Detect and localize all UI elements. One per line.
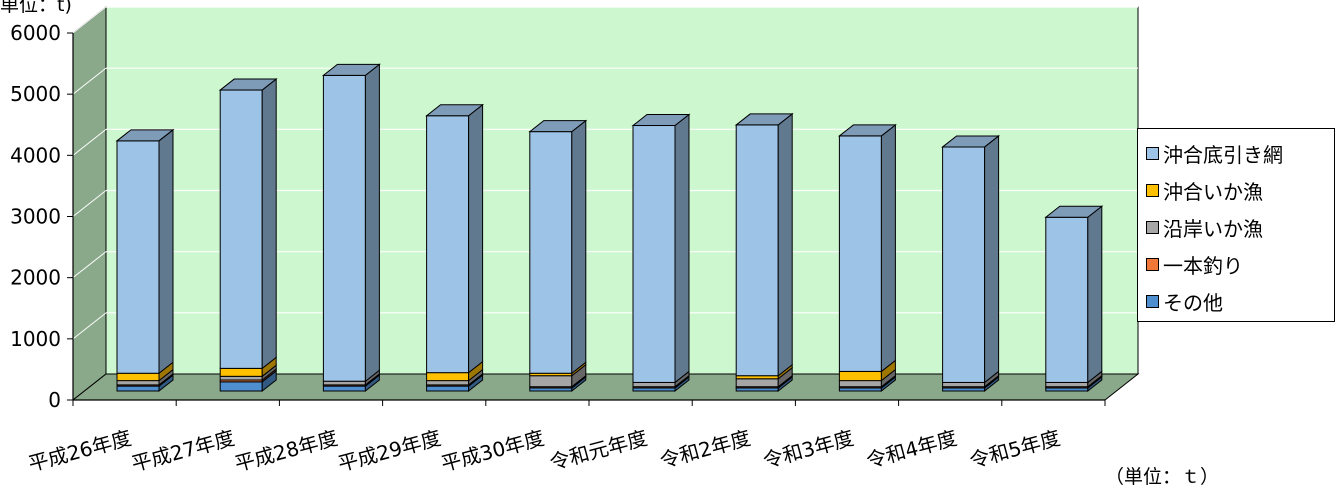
unit-label-top: 単位：t) (0, 0, 72, 16)
y-tick-label: 6000 (10, 21, 61, 45)
x-tick-label: 平成26年度 (26, 426, 134, 476)
bar-top (631, 114, 691, 127)
y-axis: 0 1000 2000 3000 4000 5000 6000 (10, 21, 74, 412)
gridline-side (72, 67, 107, 95)
legend-label: 一本釣り (1163, 254, 1243, 278)
legend-item: 沿岸いか漁 (1146, 209, 1334, 246)
bar-segment (735, 112, 793, 377)
legend-swatch (1146, 295, 1159, 308)
x-tick-label: 令和5年度 (967, 426, 1063, 473)
unit-label-bottom: （単位：ｔ） (1105, 466, 1220, 488)
bar-segment (116, 128, 174, 375)
legend-label: その他 (1163, 291, 1223, 315)
x-tick-label: 平成28年度 (232, 426, 340, 476)
bar-top (941, 135, 1001, 148)
bar-top (1044, 205, 1104, 218)
y-tick-label: 0 (48, 388, 61, 412)
bar-segment (219, 78, 277, 370)
bar-segment (632, 113, 690, 384)
legend-label: 沿岸いか漁 (1163, 217, 1263, 241)
legend-swatch (1146, 258, 1159, 271)
bar-top (425, 104, 485, 117)
legend: 沖合底引き網 沖合いか漁沿岸いか漁一本釣りその他 (1137, 128, 1335, 322)
x-tick-label: 令和元年度 (547, 426, 650, 475)
bar-segment (529, 119, 587, 375)
y-tick-label: 4000 (10, 143, 61, 167)
legend-item: その他 (1146, 283, 1334, 320)
legend-item: 沖合いか漁 (1146, 172, 1334, 209)
gridline-side (72, 251, 107, 279)
gridline-side (72, 190, 107, 217)
bar-segment (1045, 205, 1103, 384)
bar-segment (942, 134, 1000, 384)
legend-swatch (1146, 221, 1159, 234)
legend-label: 沖合いか漁 (1163, 180, 1263, 204)
bar-top (218, 78, 278, 91)
gridline-side (72, 312, 107, 340)
y-tick-label: 3000 (10, 205, 61, 229)
x-tick-label: 令和2年度 (657, 426, 753, 473)
bar-segment (838, 123, 896, 373)
x-tick-label: 平成30年度 (439, 426, 547, 476)
bar-top (528, 120, 588, 133)
bar-top (115, 129, 175, 142)
y-tick-label: 1000 (10, 327, 61, 351)
x-tick-label: 令和4年度 (864, 426, 960, 473)
legend-swatch (1146, 147, 1159, 160)
y-tick-label: 5000 (10, 82, 61, 106)
legend-swatch (1146, 184, 1159, 197)
legend-label: 沖合底引き網 (1163, 143, 1283, 167)
bar-top (837, 124, 897, 137)
bars (115, 63, 1104, 393)
bar-top (321, 63, 381, 76)
x-tick-label: 平成27年度 (129, 426, 237, 476)
x-tick-label: 令和3年度 (761, 426, 857, 473)
legend-item: 沖合底引き網 (1146, 135, 1334, 172)
legend-item: 一本釣り (1146, 246, 1334, 283)
bar-top (734, 113, 794, 126)
x-tick-label: 平成29年度 (335, 426, 443, 476)
bar-segment (322, 63, 380, 383)
gridline-side (72, 128, 107, 156)
y-tick-label: 2000 (10, 266, 61, 290)
gridline-side (72, 6, 107, 34)
bar-segment (426, 103, 484, 374)
